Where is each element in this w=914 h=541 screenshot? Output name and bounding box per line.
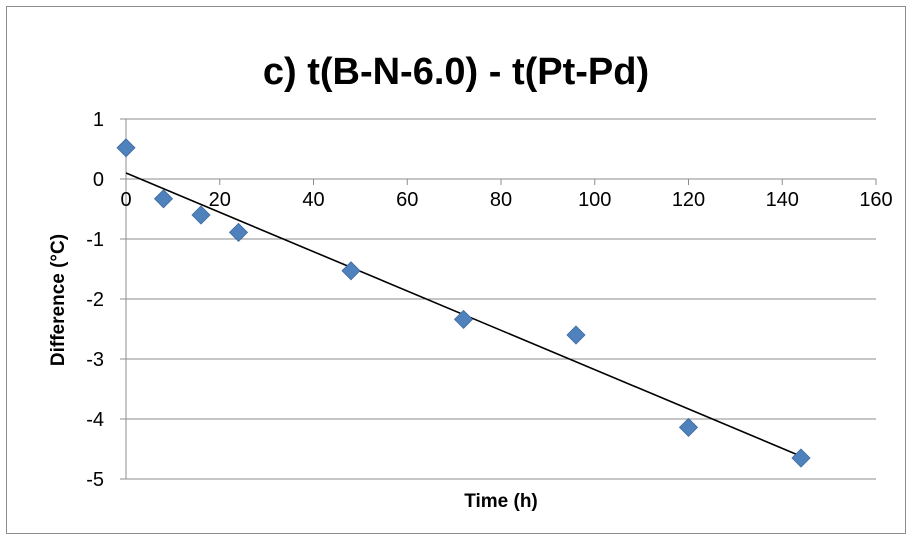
x-tick-label: 20 [209, 189, 231, 211]
data-point [453, 309, 474, 329]
gridlines [126, 118, 876, 480]
x-tick-label: 0 [120, 189, 131, 211]
chart-frame [6, 6, 906, 534]
x-axis-label: Time (h) [464, 491, 538, 512]
data-point [191, 205, 211, 225]
data-point [341, 261, 361, 281]
x-tick-label: 140 [766, 189, 799, 211]
x-tick-label: 40 [302, 189, 324, 211]
axes [120, 118, 877, 480]
y-tick-labels: 1 0 -1 -2 -3 -4 -5 [86, 109, 104, 491]
y-tick-label: 1 [93, 109, 104, 131]
data-point [116, 138, 136, 158]
x-tick-label: 160 [859, 189, 892, 211]
data-point [228, 222, 249, 242]
x-tick-label: 120 [672, 189, 705, 211]
y-tick-label: -2 [86, 289, 104, 311]
y-tick-label: -3 [86, 349, 104, 371]
data-point [678, 417, 699, 437]
x-tick-labels: 0 20 40 60 80 100 120 140 160 [120, 189, 892, 211]
y-tick-label: -1 [86, 229, 104, 251]
y-axis-label: Difference (°C) [48, 234, 69, 366]
x-tick-label: 100 [578, 189, 611, 211]
y-tick-label: -5 [86, 469, 104, 491]
data-point [153, 189, 174, 209]
x-tick-label: 80 [490, 189, 512, 211]
chart-title: c) t(B-N-6.0) - t(Pt-Pd) [263, 51, 649, 93]
y-tick-label: 0 [93, 169, 104, 191]
data-point [566, 325, 586, 345]
y-tick-label: -4 [86, 409, 104, 431]
data-points [116, 138, 811, 468]
data-point [791, 448, 811, 468]
x-tick-label: 60 [396, 189, 418, 211]
